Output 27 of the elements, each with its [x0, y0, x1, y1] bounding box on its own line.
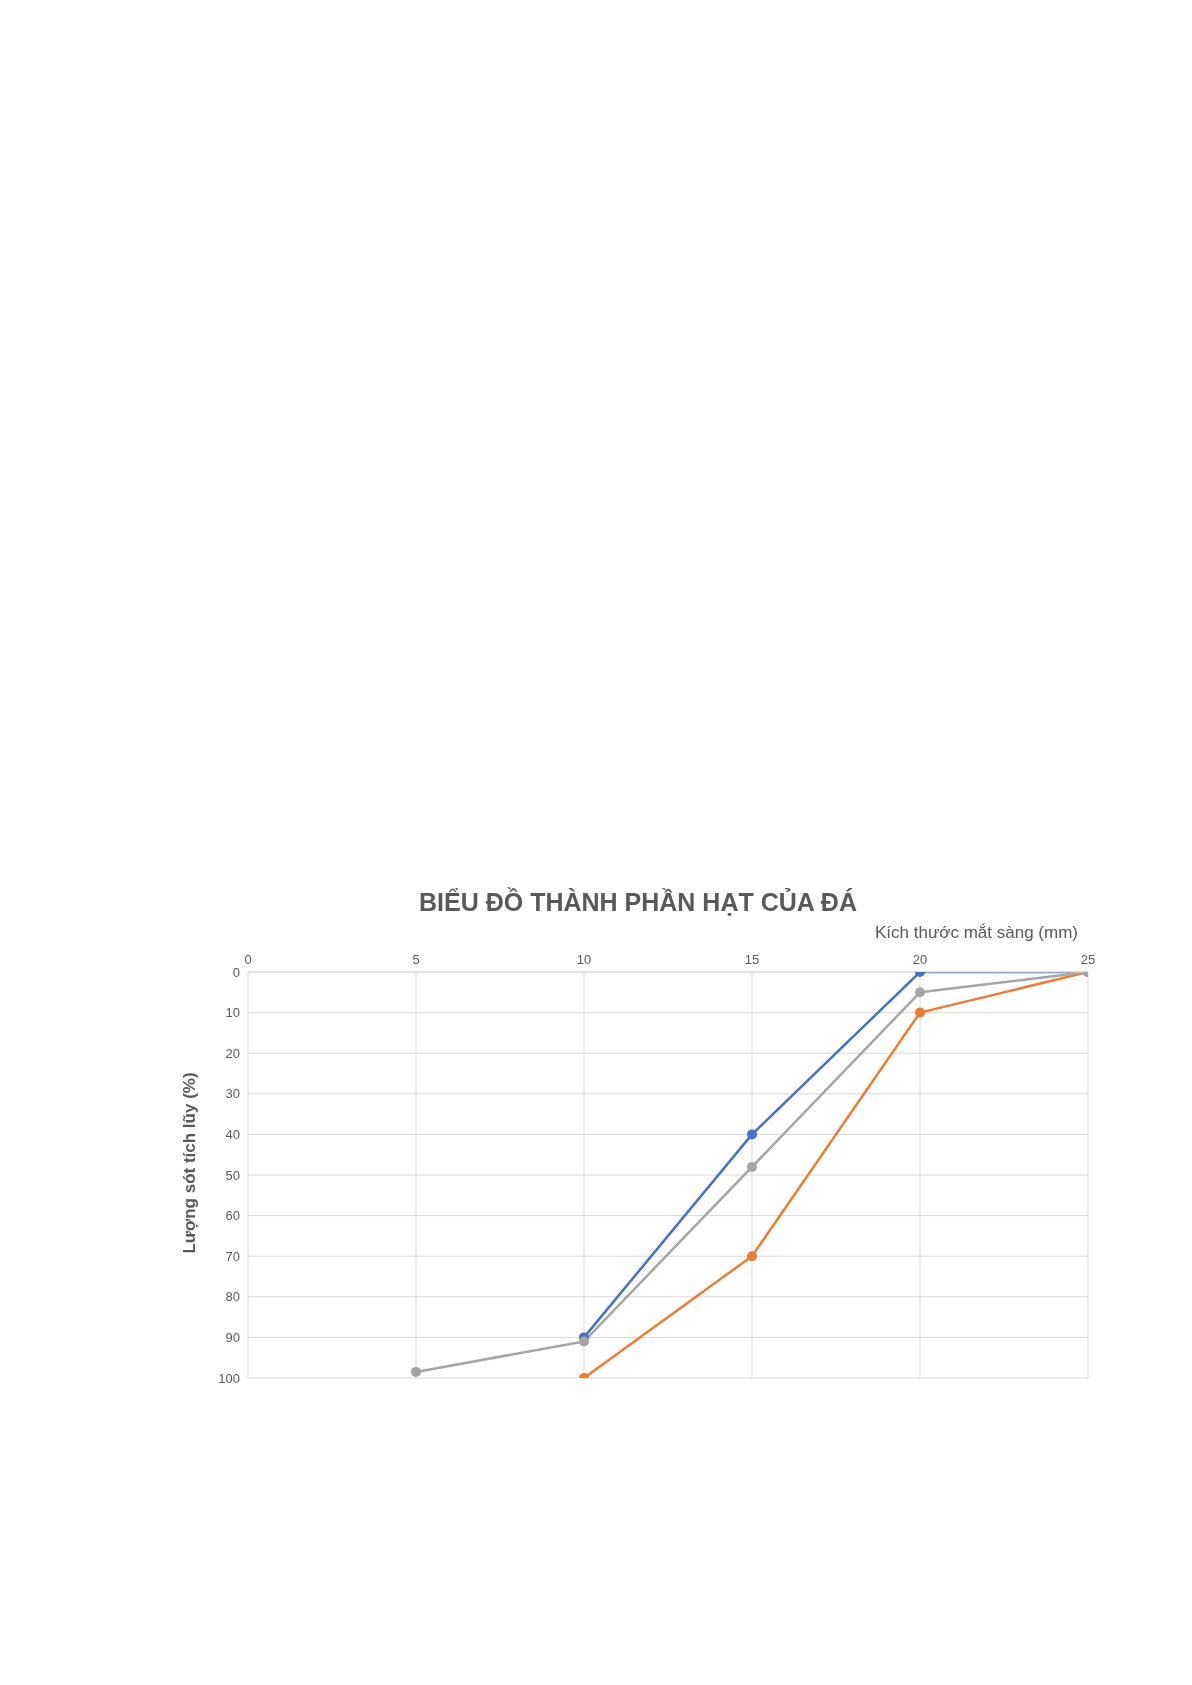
point	[747, 1129, 757, 1140]
x-tick-label: 5	[412, 952, 420, 967]
y-tick-label: 60	[225, 1208, 240, 1224]
y-tick-label: 80	[225, 1289, 240, 1305]
x-tick-label: 20	[912, 952, 928, 967]
y-tick-label: 100	[218, 1370, 240, 1386]
point	[747, 1251, 757, 1262]
point	[915, 987, 925, 998]
y-tick-label: 0	[232, 964, 240, 980]
x-tick-label: 0	[244, 952, 252, 967]
y-tick-label: 50	[225, 1167, 240, 1183]
x-tick-label: 25	[1080, 952, 1096, 967]
y-tick-label: 30	[225, 1086, 240, 1102]
point	[411, 1366, 421, 1377]
y-tick-label: 70	[225, 1248, 240, 1264]
x-axis-title: Kích thước mắt sàng (mm)	[874, 923, 1078, 943]
point	[915, 1007, 925, 1018]
point	[579, 1336, 589, 1347]
x-tick-label: 15	[744, 952, 760, 967]
chart-title: BIỂU ĐỒ THÀNH PHẦN HẠT CỦA ĐÁ	[418, 888, 858, 917]
y-tick-label: 90	[225, 1330, 240, 1346]
y-tick-label: 20	[225, 1045, 240, 1061]
x-tick-label: 10	[576, 952, 592, 967]
y-axis-title: Lượng sót tích lũy (%)	[180, 1072, 200, 1254]
y-tick-label: 10	[225, 1005, 240, 1021]
y-tick-label: 40	[225, 1127, 240, 1143]
point	[747, 1161, 757, 1172]
